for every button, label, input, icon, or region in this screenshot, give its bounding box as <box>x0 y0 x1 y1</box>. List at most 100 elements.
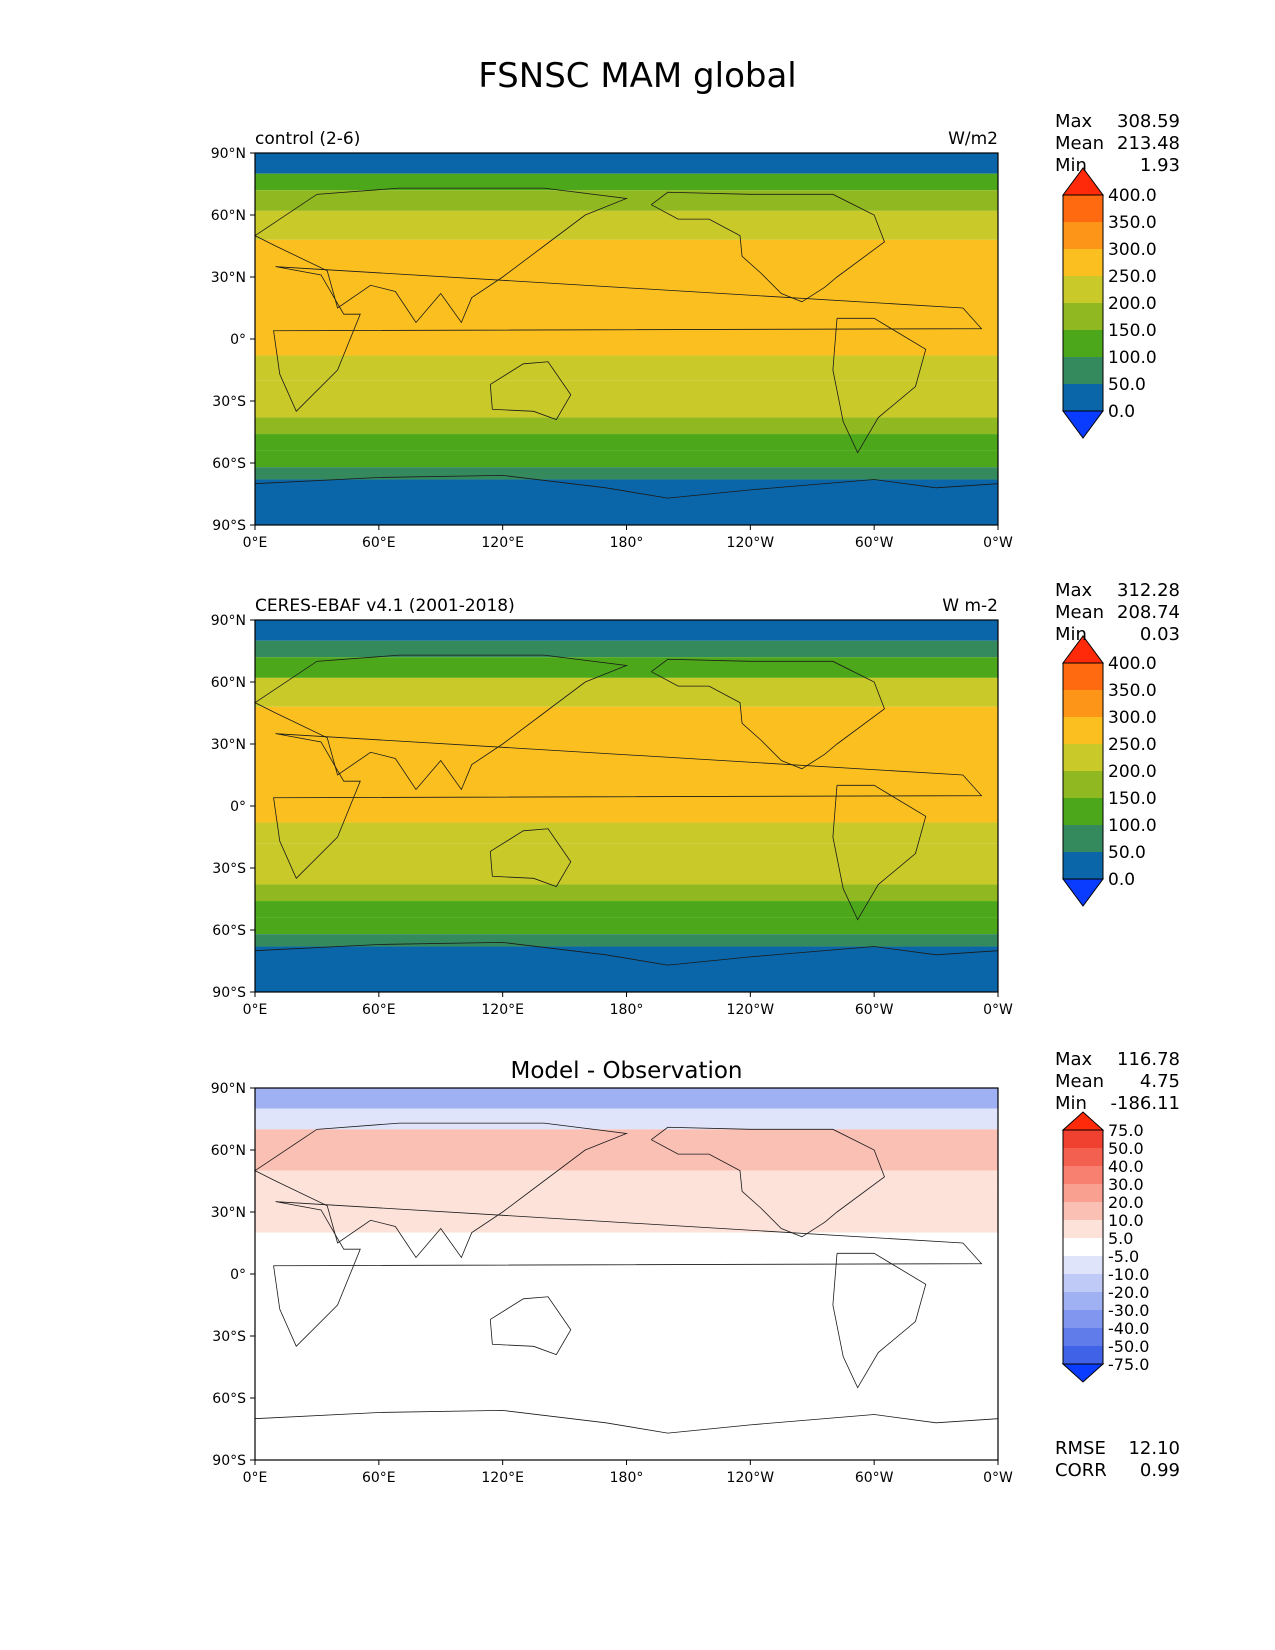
colorbar-label: -40.0 <box>1108 1319 1149 1338</box>
colorbar-segment <box>1063 1256 1103 1274</box>
difference-panel: Model - Observation 90°N 60°N 30°N 0° 30°S 60°… <box>211 1049 1180 1486</box>
ytick-label: 30°S <box>212 1329 246 1345</box>
zonal-band <box>255 620 998 641</box>
xtick-label: 120°W <box>727 1002 775 1018</box>
coastline <box>254 1409 999 1434</box>
stat-label: Min <box>1055 1093 1087 1114</box>
stat-label: Mean <box>1055 133 1105 154</box>
colorbar-label: 350.0 <box>1108 681 1157 701</box>
stat-max: 116.78 <box>1117 1049 1180 1070</box>
xtick-label: 0°W <box>983 535 1013 551</box>
zonal-band <box>255 1129 998 1171</box>
xtick-label: 0°E <box>243 1470 268 1486</box>
coastline <box>489 361 572 421</box>
control-panel: control (2-6) W/m2 90°N 60°N 30°N 0° 30°S 60°S 9… <box>0 0 1275 551</box>
coastline <box>489 1296 572 1356</box>
ytick-label: 30°N <box>211 737 246 753</box>
colorbar-label: 50.0 <box>1108 843 1146 863</box>
coastline <box>651 658 885 770</box>
colorbar-segment <box>1063 1148 1103 1166</box>
metric-corr: 0.99 <box>1139 1460 1180 1481</box>
colorbar-segment <box>1063 1310 1103 1328</box>
xtick-label: 60°E <box>362 535 396 551</box>
xtick-label: 60°E <box>362 1002 396 1018</box>
zonal-band <box>255 190 998 211</box>
coastline <box>273 733 983 880</box>
stat-mean: 213.48 <box>1117 133 1180 154</box>
colorbar-segment <box>1063 384 1103 411</box>
colorbar-frame <box>1062 662 1104 880</box>
colorbar-label: -30.0 <box>1108 1301 1149 1320</box>
colorbar-segment <box>1063 1238 1103 1256</box>
colorbar-label: -20.0 <box>1108 1283 1149 1302</box>
ytick-label: 90°S <box>212 1453 246 1469</box>
colorbar-label: -10.0 <box>1108 1265 1149 1284</box>
control-stats: Max 308.59 Mean 213.48 Min 1.93 <box>1055 111 1180 177</box>
xtick-label: 0°E <box>243 535 268 551</box>
colorbar-label: 150.0 <box>1108 789 1157 809</box>
ytick-label: 90°N <box>211 613 246 629</box>
colorbar-label: 100.0 <box>1108 348 1157 368</box>
colorbar-segment <box>1063 744 1103 771</box>
zonal-band <box>255 417 998 435</box>
ytick-label: 30°S <box>212 861 246 877</box>
colorbar-extend-min <box>1061 1363 1105 1383</box>
colorbar-segment <box>1063 1166 1103 1184</box>
coastline <box>254 654 629 791</box>
zonal-band <box>255 1108 998 1130</box>
ytick-label: 60°N <box>211 1143 246 1159</box>
stat-mean: 4.75 <box>1139 1071 1180 1092</box>
xtick-label: 60°W <box>855 1470 894 1486</box>
coastline <box>273 266 983 413</box>
colorbar-label: 30.0 <box>1108 1175 1144 1194</box>
xtick-label: 120°E <box>481 1470 524 1486</box>
panel-title: Model - Observation <box>510 1058 742 1084</box>
coastline <box>651 191 885 303</box>
colorbar-segment <box>1063 330 1103 357</box>
stat-label: Mean <box>1055 602 1105 623</box>
colorbar-segment <box>1063 1346 1103 1364</box>
zonal-band <box>255 901 998 918</box>
coastline <box>254 187 629 324</box>
coastline <box>254 474 999 499</box>
colorbar-segment <box>1063 825 1103 852</box>
xtick-label: 0°W <box>983 1002 1013 1018</box>
colorbar-segment <box>1063 798 1103 825</box>
colorbar-segment <box>1063 1184 1103 1202</box>
colorbar-segment <box>1063 852 1103 879</box>
zonal-band <box>255 1232 998 1291</box>
ytick-label: 30°N <box>211 1205 246 1221</box>
colorbar-label: 0.0 <box>1108 402 1135 422</box>
ytick-label: 30°S <box>212 394 246 410</box>
colorbar-segment <box>1063 222 1103 249</box>
zonal-band <box>255 1191 998 1233</box>
ytick-label: 0° <box>230 1267 246 1283</box>
coastline <box>273 1201 983 1348</box>
colorbar-label: 250.0 <box>1108 735 1157 755</box>
zonal-band <box>255 380 998 401</box>
ytick-label: 60°S <box>212 1391 246 1407</box>
coastline <box>832 317 927 454</box>
ytick-label: 90°N <box>211 1081 246 1097</box>
colorbar-segment <box>1063 1202 1103 1220</box>
observation-stats: Max 312.28 Mean 208.74 Min 0.03 <box>1055 580 1180 646</box>
zonal-band <box>255 434 998 451</box>
ytick-label: 90°S <box>212 518 246 534</box>
panel-title: control (2-6) <box>255 129 360 149</box>
colorbar-segment <box>1063 357 1103 384</box>
zonal-band <box>255 355 998 381</box>
colorbar-label: -50.0 <box>1108 1337 1149 1356</box>
colorbar-segment <box>1063 1130 1103 1148</box>
colorbar-segment <box>1063 195 1103 222</box>
colorbar-label: 300.0 <box>1108 708 1157 728</box>
colorbar-label: -5.0 <box>1108 1247 1139 1266</box>
stat-label: Max <box>1055 1049 1093 1070</box>
colorbar-label: 250.0 <box>1108 267 1157 287</box>
panel-title: CERES-EBAF v4.1 (2001-2018) <box>255 596 515 616</box>
zonal-band <box>255 1418 998 1460</box>
colorbar-label: 75.0 <box>1108 1121 1144 1140</box>
coastline <box>832 1252 927 1389</box>
stat-label: Max <box>1055 111 1093 132</box>
xtick-label: 60°W <box>855 1002 894 1018</box>
zonal-band <box>255 1170 998 1192</box>
